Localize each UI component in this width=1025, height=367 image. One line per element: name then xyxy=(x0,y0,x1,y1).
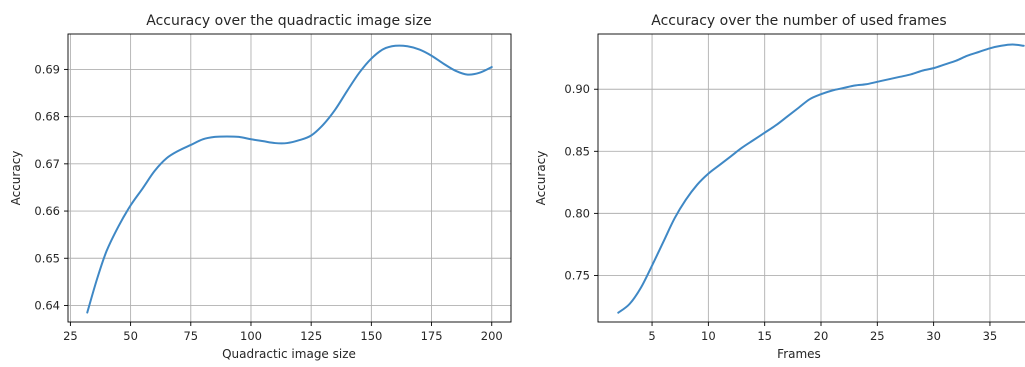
x-tick-label: 25 xyxy=(870,329,885,343)
y-tick-label: 0.75 xyxy=(564,268,590,282)
x-tick-label: 30 xyxy=(926,329,941,343)
y-tick-label: 0.69 xyxy=(34,62,60,76)
chart-title: Accuracy over the quadractic image size xyxy=(146,13,431,29)
y-tick-label: 0.80 xyxy=(564,206,590,220)
y-axis-label: Accuracy xyxy=(9,151,23,206)
x-tick-label: 5 xyxy=(648,329,655,343)
y-tick-label: 0.66 xyxy=(34,204,60,218)
chart-title: Accuracy over the number of used frames xyxy=(651,13,946,29)
x-tick-label: 10 xyxy=(701,329,716,343)
x-tick-label: 15 xyxy=(757,329,772,343)
x-tick-label: 35 xyxy=(983,329,998,343)
x-tick-label: 75 xyxy=(183,329,198,343)
series-layer xyxy=(617,43,1025,314)
x-tick-label: 150 xyxy=(360,329,382,343)
series-layer xyxy=(86,44,493,314)
x-tick-label: 50 xyxy=(123,329,138,343)
y-tick-label: 0.64 xyxy=(34,298,60,312)
y-tick-label: 0.65 xyxy=(34,251,60,265)
plot-frame xyxy=(597,33,1025,323)
x-axis-label: Quadractic image size xyxy=(222,347,356,361)
x-tick-label: 100 xyxy=(240,329,262,343)
grid-layer xyxy=(68,34,511,322)
x-tick-label: 125 xyxy=(300,329,322,343)
chart-frames: Accuracy over the number of used frames … xyxy=(534,13,1025,361)
y-axis-label: Accuracy xyxy=(534,151,548,206)
tick-layer: 25 50 75 100 125 150 175 200 0.64 0.65 0.66 0.67 0.6… xyxy=(34,62,502,343)
chart-image-size: Accuracy over the quadractic image size … xyxy=(9,13,512,361)
x-tick-label: 175 xyxy=(421,329,443,343)
tick-layer: 5 10 15 20 25 30 35 0.75 0.80 0.85 0.90 xyxy=(564,82,997,343)
x-tick-label: 20 xyxy=(814,329,829,343)
y-tick-label: 0.85 xyxy=(564,144,590,158)
series-line xyxy=(86,44,493,314)
y-tick-label: 0.90 xyxy=(564,82,590,96)
series-line xyxy=(617,43,1025,314)
y-tick-label: 0.67 xyxy=(34,157,60,171)
x-tick-label: 25 xyxy=(63,329,78,343)
grid-layer xyxy=(598,34,1025,322)
plot-frame xyxy=(67,33,512,323)
y-tick-label: 0.68 xyxy=(34,110,60,124)
x-tick-label: 200 xyxy=(481,329,503,343)
x-axis-label: Frames xyxy=(777,347,821,361)
